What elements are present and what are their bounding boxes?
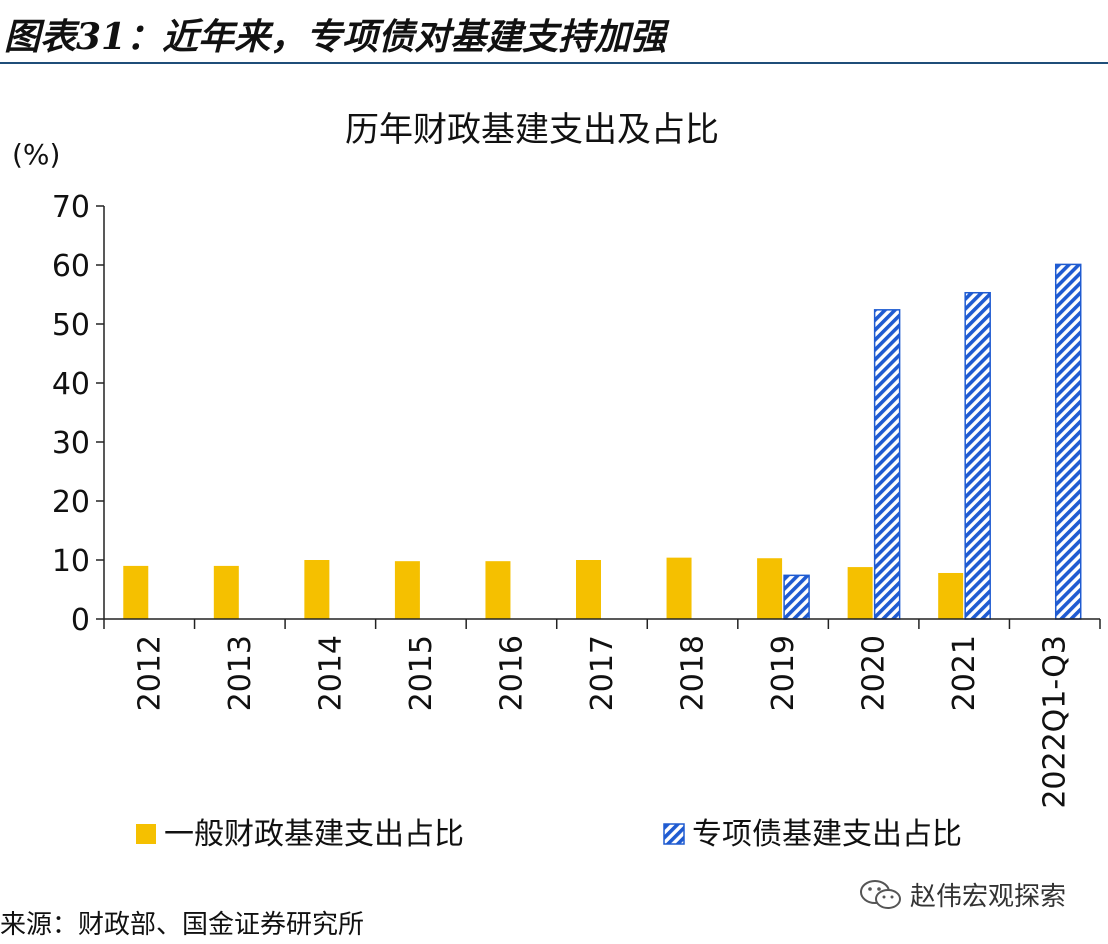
legend-swatch: [663, 823, 685, 845]
chart-title: 历年财政基建支出及占比: [345, 110, 719, 150]
figure-title: 图表31：近年来，专项债对基建支持加强: [4, 16, 667, 58]
x-tick-label: 2021: [947, 635, 982, 711]
x-tick-label: 2013: [223, 635, 258, 711]
y-tick-label: 70: [52, 190, 90, 225]
legend-swatch: [136, 824, 156, 844]
bar-chart: 历年财政基建支出及占比 (%) 0 10 20 30 40 50 60 70 2012 2013…: [12, 110, 1101, 852]
x-tick-label: 2015: [404, 635, 439, 711]
bar-special-bond-2022Q1-Q3: [1054, 263, 1082, 620]
legend: 一般财政基建支出占比 专项债基建支出占比: [136, 817, 962, 852]
x-tick-label: 2012: [132, 635, 167, 711]
bar-general-fiscal-2012: [123, 565, 149, 619]
x-tick-label: 2019: [766, 635, 801, 711]
bar-general-fiscal-2014: [304, 560, 330, 619]
bar-general-fiscal-2019: [757, 558, 783, 619]
wechat-icon: [860, 879, 901, 909]
bar-special-bond-2019: [783, 574, 810, 620]
y-axis-unit-label: (%): [12, 138, 60, 171]
axis-lines: [103, 206, 1101, 629]
x-tick-label: 2022Q1-Q3: [1038, 635, 1073, 809]
y-tick-label: 20: [52, 485, 90, 520]
legend-label: 专项债基建支出占比: [692, 817, 962, 852]
source-note: 来源：财政部、国金证券研究所: [0, 910, 365, 940]
y-tick-label: 0: [71, 603, 90, 638]
figure-header: 图表31：近年来，专项债对基建支持加强: [0, 0, 1108, 64]
y-tick-label: 10: [52, 544, 90, 579]
watermark-text: 赵伟宏观探索: [910, 882, 1067, 912]
bar-general-fiscal-2020: [847, 567, 873, 619]
bar-general-fiscal-2018: [666, 557, 692, 619]
x-axis: 2012 2013 2014 2015 2016 2017 2018 2019 2020 2021…: [132, 635, 1072, 809]
x-tick-label: 2016: [494, 635, 529, 711]
legend-label: 一般财政基建支出占比: [164, 817, 464, 852]
bar-general-fiscal-2017: [576, 560, 601, 619]
bar-special-bond-2021: [964, 291, 991, 620]
bar-general-fiscal-2013: [213, 565, 239, 619]
y-tick-label: 40: [52, 367, 90, 402]
bar-general-fiscal-2016: [485, 561, 511, 619]
x-tick-label: 2014: [313, 635, 348, 711]
watermark: 赵伟宏观探索: [858, 876, 1066, 913]
bar-layer: [123, 263, 1082, 620]
y-tick-label: 50: [52, 308, 90, 343]
y-axis: 0 10 20 30 40 50 60 70: [52, 190, 104, 638]
bar-general-fiscal-2021: [938, 572, 964, 619]
bar-special-bond-2020: [873, 309, 901, 620]
bar-general-fiscal-2015: [394, 561, 420, 619]
x-tick-label: 2018: [676, 635, 711, 711]
y-tick-label: 30: [52, 426, 90, 461]
y-tick-label: 60: [52, 249, 90, 284]
x-tick-label: 2017: [585, 635, 620, 711]
x-tick-label: 2020: [857, 635, 892, 711]
